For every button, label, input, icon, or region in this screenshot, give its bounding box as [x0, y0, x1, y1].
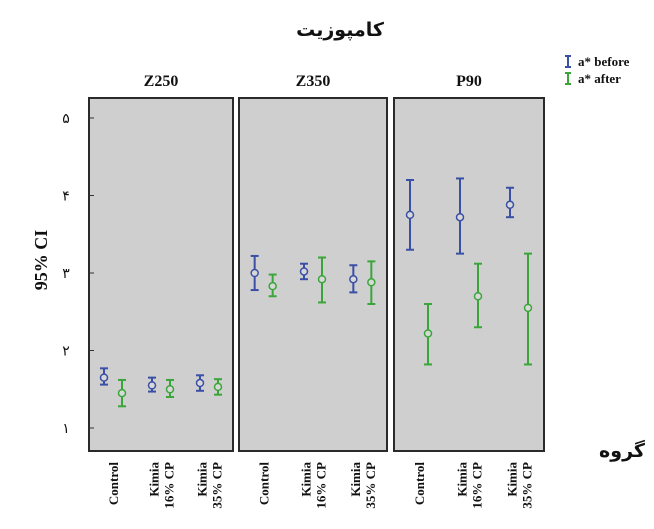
mean-point-after: [367, 278, 376, 287]
panel-label: Z250: [144, 73, 179, 90]
legend-label-before: a* before: [578, 54, 630, 69]
x-tick-label: 35% CP: [520, 462, 535, 509]
mean-point-before: [250, 268, 259, 278]
x-tick-label: Kimia: [195, 462, 210, 497]
legend-label-after: a* after: [578, 71, 621, 86]
panel-frame: [393, 97, 545, 452]
panel-frame: [88, 97, 234, 452]
y-tick-label: ۳: [62, 266, 70, 282]
y-tick-label: ۱: [62, 421, 70, 437]
x-tick-label: 16% CP: [470, 462, 485, 509]
panel-label: Z350: [296, 73, 331, 90]
mean-point-after: [523, 303, 533, 313]
mean-point-before: [405, 210, 415, 220]
x-axis-label: گروه: [599, 439, 646, 462]
mean-point-after: [423, 329, 433, 338]
mean-point-before: [299, 267, 309, 276]
mean-point-before: [195, 378, 205, 388]
mean-point-after: [165, 385, 175, 394]
x-tick-label: 35% CP: [363, 462, 378, 509]
x-tick-label: Kimia: [505, 462, 520, 497]
legend-item-after: a* after: [565, 71, 621, 86]
mean-point-after: [117, 388, 127, 398]
mean-point-before: [349, 274, 358, 284]
x-tick-label: Kimia: [147, 462, 162, 497]
x-tick-label: Control: [257, 462, 272, 505]
x-tick-label: Kimia: [299, 462, 314, 497]
x-tick-label: 16% CP: [314, 462, 329, 509]
mean-point-before: [505, 200, 515, 210]
y-tick-label: ۴: [62, 189, 70, 205]
x-tick-label: Control: [412, 462, 427, 505]
x-tick-label: 35% CP: [210, 462, 225, 509]
mean-point-after: [213, 382, 223, 392]
mean-point-after: [268, 281, 277, 291]
mean-point-before: [147, 381, 157, 390]
mean-point-after: [317, 274, 327, 284]
mean-point-before: [99, 373, 109, 382]
x-tick-label: 16% CP: [162, 462, 177, 509]
y-tick-label: ۲: [62, 344, 70, 360]
legend-item-before: a* before: [565, 54, 630, 69]
x-tick-label: Control: [106, 462, 121, 505]
panel-label: P90: [456, 73, 482, 90]
chart-title: کامپوزیت: [296, 19, 385, 41]
x-tick-label: Kimia: [455, 462, 470, 497]
mean-point-after: [473, 292, 483, 301]
mean-point-before: [455, 212, 465, 222]
x-tick-label: Kimia: [348, 462, 363, 497]
panel-frame: [238, 97, 388, 452]
legend: a* before a* after: [565, 54, 630, 86]
y-tick-label: ۵: [62, 111, 70, 127]
y-axis-label: 95% CI: [31, 230, 51, 291]
